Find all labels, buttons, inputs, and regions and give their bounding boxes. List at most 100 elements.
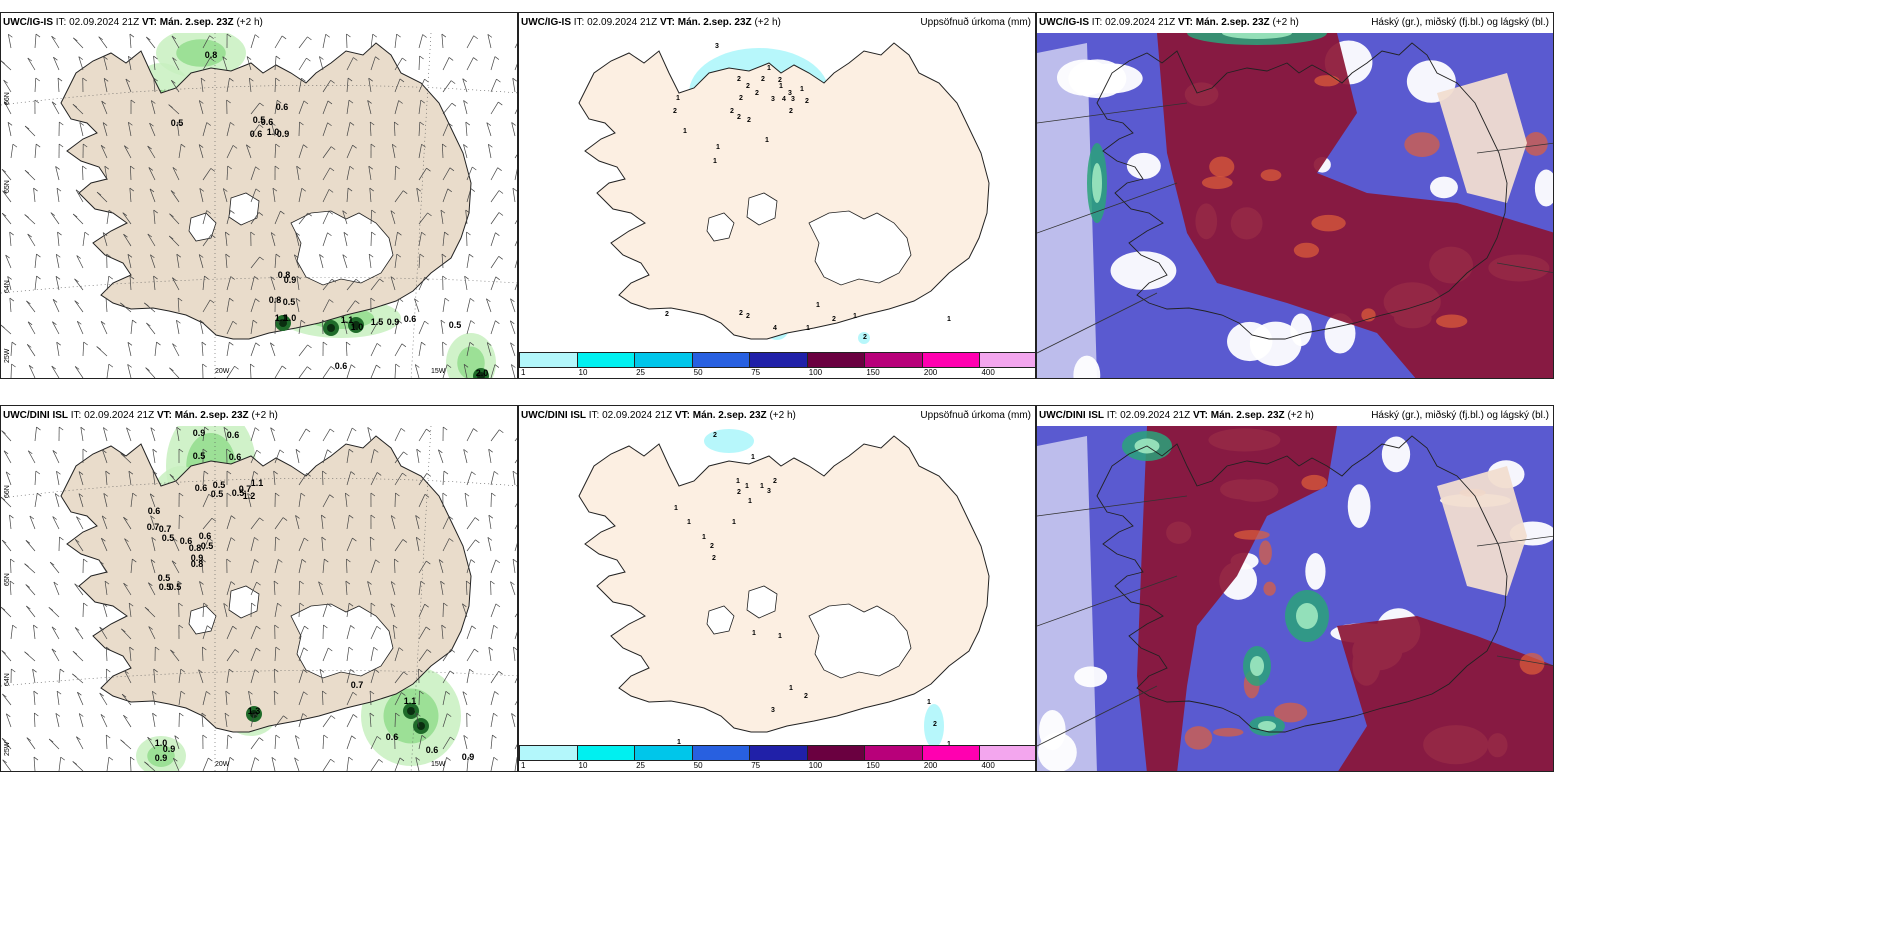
accum-value-label: 1	[751, 454, 755, 461]
precip-value-label: 0.6	[227, 430, 240, 440]
accum-value-label: 2	[933, 721, 937, 728]
colorbar-swatch	[864, 745, 923, 761]
accum-value-label: 2	[737, 489, 741, 496]
colorbar-tick: 200	[923, 368, 938, 377]
precip-value-label: 0.9	[155, 753, 168, 763]
accum-value-label: 1	[702, 534, 706, 541]
precip-value-label: 1.0	[284, 313, 297, 323]
accum-value-label: 1	[779, 83, 783, 90]
precip-value-label: 0.5	[449, 320, 462, 330]
colorbar-swatch	[576, 745, 636, 761]
accum-value-label: 4	[773, 325, 777, 332]
precip-value-label: 0.9	[284, 275, 297, 285]
accum-value-label: 2	[739, 310, 743, 317]
accum-value-label: 1	[677, 739, 681, 746]
colorbar: 1 10 25 50 75 100 150 200 400	[519, 352, 1035, 378]
colorbar-swatch	[979, 745, 1035, 761]
grid-label: 25W	[4, 348, 11, 363]
accum-value-label: 2	[746, 83, 750, 90]
precip-value-label: 1.1	[275, 313, 288, 323]
accum-value-label: 2	[778, 77, 782, 84]
precip-value-label: 0.6	[250, 129, 263, 139]
panel-igis-wind: UWC/IG-IS IT: 02.09.2024 21Z VT: Mán. 2.…	[0, 12, 518, 379]
precip-value-label: 2.0	[476, 368, 489, 378]
colorbar-tick: 75	[751, 368, 761, 377]
accum-value-label: 1	[789, 685, 793, 692]
precip-value-label: 0.5	[283, 297, 296, 307]
accum-value-label: 1	[947, 316, 951, 323]
accum-value-label: 1	[816, 302, 820, 309]
colorbar-swatch	[921, 745, 981, 761]
cloud-cover-map	[1037, 426, 1553, 771]
colorbar-tick: 1	[521, 761, 526, 770]
grid-label: 15W	[431, 761, 446, 768]
colorbar-tick: 400	[981, 368, 995, 377]
precip-value-label: 0.5	[232, 488, 245, 498]
precip-value-label: 0.5	[213, 480, 226, 490]
grid-label: 65N	[4, 180, 11, 193]
accum-value-label: 2	[789, 108, 793, 115]
colorbar-swatch	[749, 745, 808, 761]
panel-dini-wind: UWC/DINI ISL IT: 02.09.2024 21Z VT: Mán.…	[0, 405, 518, 772]
accum-value-label: 2	[755, 90, 759, 97]
colorbar-swatch	[634, 745, 693, 761]
accum-value-label: 2	[665, 311, 669, 318]
precip-value-label: 0.8	[189, 543, 202, 553]
accum-value-label: 3	[715, 43, 719, 50]
accum-value-label: 2	[863, 334, 867, 341]
precip-value-label: 0.6	[335, 361, 348, 371]
panel-header: UWC/DINI ISL IT: 02.09.2024 21Z VT: Mán.…	[1, 406, 517, 426]
precip-value-label: 0.5	[162, 533, 175, 543]
accum-value-label: 1	[676, 95, 680, 102]
colorbar-swatch	[634, 352, 693, 368]
precip-value-label: 1.2	[243, 491, 256, 501]
panel-igis-accum: UWC/IG-IS IT: 02.09.2024 21Z VT: Mán. 2.…	[518, 12, 1036, 379]
grid-label: 64N	[4, 280, 11, 293]
accum-value-label: 1	[767, 65, 771, 72]
precip-value-label: 0.6	[426, 745, 439, 755]
colorbar-swatch	[576, 352, 636, 368]
precip-value-label: 0.5	[201, 541, 214, 551]
colorbar-tick: 25	[636, 761, 646, 770]
accum-value-label: 1	[800, 86, 804, 93]
accum-value-label: 1	[716, 144, 720, 151]
precip-value-label: 0.9	[191, 553, 204, 563]
precip-value-label: 1.1	[251, 478, 264, 488]
colorbar-swatch	[691, 745, 751, 761]
colorbar-tick: 25	[636, 368, 646, 377]
precip-value-label: 0.5	[169, 582, 182, 592]
accum-value-label: 1	[760, 483, 764, 490]
precip-value-label: 1.1	[404, 696, 417, 706]
accum-value-label: 4	[782, 96, 786, 103]
precip-value-label: 1.0	[155, 738, 168, 748]
accum-value-label: 1	[745, 483, 749, 490]
accum-value-label: 3	[767, 488, 771, 495]
colorbar-swatch	[979, 352, 1035, 368]
accum-value-label: 1	[674, 505, 678, 512]
colorbar-tick: 400	[981, 761, 995, 770]
colorbar-swatch	[864, 352, 923, 368]
precip-value-label: 0.5	[193, 451, 206, 461]
precip-value-label: 0.8	[191, 559, 204, 569]
accum-value-label: 1	[778, 633, 782, 640]
cloud-cover-map	[1037, 33, 1553, 378]
accum-value-label: 2	[805, 98, 809, 105]
grid-label: 65N	[4, 573, 11, 586]
precip-value-label: 0.6	[199, 531, 212, 541]
accum-value-label: 1	[927, 699, 931, 706]
precip-value-label: 0.6	[195, 483, 208, 493]
grid-label: 20W	[215, 368, 230, 375]
grid-label: 20W	[215, 761, 230, 768]
colorbar-tick: 10	[578, 368, 588, 377]
grid-label: 66N	[4, 92, 11, 105]
colorbar-swatch	[691, 352, 751, 368]
precip-value-label: 0.7	[239, 484, 252, 494]
colorbar-tick: 1	[521, 368, 526, 377]
colorbar-tick: 50	[693, 761, 703, 770]
accum-value-label: 1	[806, 325, 810, 332]
panel-header: UWC/IG-IS IT: 02.09.2024 21Z VT: Mán. 2.…	[519, 13, 1035, 33]
accum-value-label: 3	[771, 96, 775, 103]
colorbar-swatch	[806, 745, 866, 761]
colorbar-tick: 200	[923, 761, 938, 770]
